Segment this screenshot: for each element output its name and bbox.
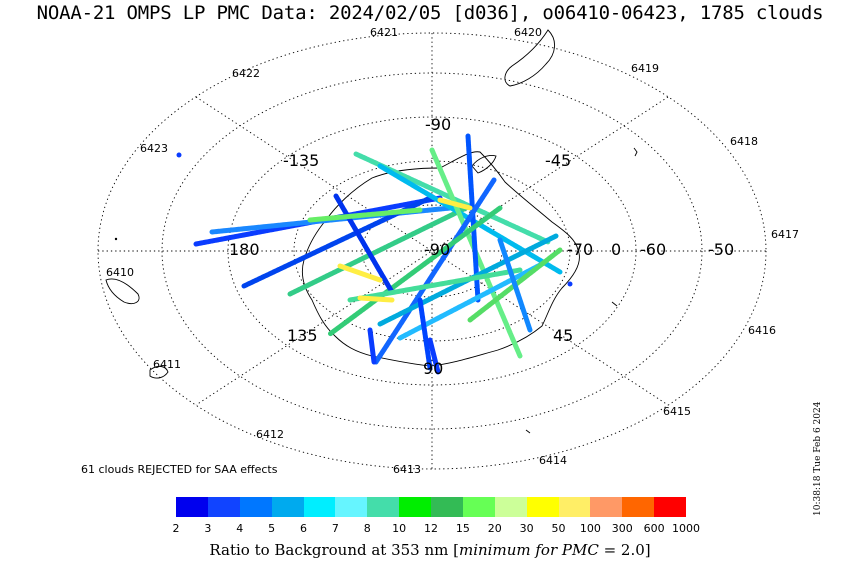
colorbar-tick-label: 12: [424, 522, 438, 535]
cloud-swath: [337, 263, 383, 283]
colorbar-tick-label: 30: [519, 522, 534, 535]
colorbar-swatch: [622, 497, 655, 517]
lon-label: -50: [708, 240, 734, 259]
orbit-labels: 6421 6420 6419 6418 6417 6416 6415 6414 …: [106, 26, 799, 476]
colorbar-tick-label: 6: [300, 522, 307, 535]
rejected-note: 61 clouds REJECTED for SAA effects: [81, 463, 278, 476]
colorbar-swatch: [431, 497, 463, 517]
colorbar-tick-label: 4: [236, 522, 244, 535]
colorbar-tick-label: 1000: [672, 522, 700, 535]
colorbar-label-prefix: Ratio to Background at 353 nm [: [209, 541, 459, 559]
colorbar-swatch: [207, 497, 240, 517]
meridian-diag-1: [195, 96, 669, 406]
cloud-swath: [333, 193, 395, 295]
cloud-swath: [327, 205, 503, 337]
orbit-label: 6411: [153, 358, 181, 371]
lon-label: -90: [425, 115, 451, 134]
cloud-swath: [347, 267, 523, 303]
colorbar-tick-label: 50: [551, 522, 566, 535]
colorbar-swatch: [590, 497, 623, 517]
cloud-swath: [307, 207, 423, 223]
colorbar-swatch: [494, 497, 527, 517]
orbit-label: 6420: [514, 26, 542, 39]
colorbar-tick-label: 5: [268, 522, 276, 535]
cloud-swath: [465, 133, 481, 303]
longitude-grid: [98, 33, 766, 469]
colorbar-tick-label: 15: [455, 522, 470, 535]
colorbar-swatch: [335, 497, 368, 517]
colorbar-tick-label: 10: [392, 522, 407, 535]
orbit-label: 6410: [106, 266, 134, 279]
cloud-swath: [427, 337, 441, 375]
lon-label: 135: [287, 326, 318, 345]
colorbar-tick-label: 2: [172, 522, 180, 535]
colorbar-swatch: [239, 497, 272, 517]
colorbar-ticks: 2 3 4 5 6 7 8 10 12 15 20 30 50 100 300 600 1000: [146, 522, 716, 536]
orbit-label: 6413: [393, 463, 421, 476]
colorbar-label-italic: minimum for PMC: [459, 541, 599, 559]
orbit-label: 6422: [232, 67, 260, 80]
lon-label: -135: [283, 151, 319, 170]
orbit-label: 6419: [631, 62, 659, 75]
pmc-swaths: [114, 133, 573, 375]
cloud-swath: [417, 297, 433, 371]
colorbar-label-suffix: = 2.0]: [598, 541, 651, 559]
colorbar-tick-label: 8: [363, 522, 371, 535]
colorbar-tick-label: 100: [579, 522, 601, 535]
cloud-swath: [497, 237, 533, 333]
colorbar: [176, 497, 686, 517]
colorbar-swatch: [654, 497, 686, 517]
colorbar-swatch: [176, 497, 208, 517]
orbit-label: 6416: [748, 324, 776, 337]
orbit-label: 6421: [370, 26, 398, 39]
lon-label: -90: [424, 240, 450, 259]
colorbar-tick-label: 3: [204, 522, 212, 535]
cloud-swath: [357, 295, 395, 303]
cloud-swath: [437, 197, 473, 211]
cloud-swath: [287, 203, 473, 297]
orbit-label: 6418: [730, 135, 758, 148]
lon-label: -60: [640, 240, 666, 259]
orbit-label: 6417: [771, 228, 799, 241]
colorbar-tick-label: 20: [487, 522, 502, 535]
cloud-swath: [373, 177, 497, 365]
colorbar-swatch: [367, 497, 400, 517]
lat-circle-outer: [97, 32, 767, 470]
lon-label: 0: [611, 240, 621, 259]
map-title: NOAA-21 OMPS LP PMC Data: 2024/02/05 [d0…: [36, 2, 824, 24]
colorbar-swatch: [303, 497, 336, 517]
colorbar-swatch: [271, 497, 304, 517]
orbit-label: 6414: [539, 454, 567, 467]
colorbar-swatch: [462, 497, 495, 517]
lon-label: 45: [553, 326, 573, 345]
colorbar-swatch: [558, 497, 591, 517]
cloud-swath: [367, 327, 377, 365]
cloud-point: [176, 152, 182, 158]
longitude-labels: -90 -135 -45 180 -90 -70 0 -60 -50 135 4…: [229, 115, 734, 378]
timestamp: 10:38:18 Tue Feb 6 2024: [813, 401, 823, 516]
colorbar-label: Ratio to Background at 353 nm [minimum f…: [0, 541, 860, 559]
colorbar-tick-label: 300: [611, 522, 633, 535]
lon-label: 180: [229, 240, 260, 259]
orbit-label: 6412: [256, 428, 284, 441]
lon-label: 90: [423, 359, 443, 378]
colorbar-tick-label: 600: [643, 522, 665, 535]
colorbar-swatch: [526, 497, 559, 517]
orbit-label: 6423: [140, 142, 168, 155]
cloud-point: [567, 281, 573, 287]
colorbar-swatch: [399, 497, 431, 517]
lon-label: -45: [545, 151, 571, 170]
colorbar-tick-label: 7: [331, 522, 339, 535]
antarctica-coastline: [105, 29, 638, 434]
meridian-diag-2: [195, 96, 669, 406]
lon-label: -70: [567, 240, 593, 259]
cloud-point: [114, 237, 118, 241]
lat-circle-4: [161, 72, 703, 430]
orbit-label: 6415: [663, 405, 691, 418]
